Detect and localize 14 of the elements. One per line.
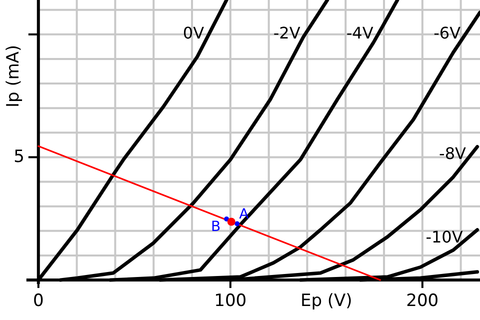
series-label: -2V bbox=[273, 23, 300, 42]
annotation: B bbox=[210, 218, 221, 235]
x-tick-label: 0 bbox=[32, 291, 44, 311]
annotation: A bbox=[239, 206, 250, 223]
y-axis-title: Ip (mA) bbox=[3, 44, 24, 108]
x-axis-title: Ep (V) bbox=[300, 291, 352, 311]
series-label: -4V bbox=[346, 23, 374, 42]
series-label: -10V bbox=[426, 227, 463, 246]
x-tick-label: 100 bbox=[214, 291, 247, 311]
series-label: -6V bbox=[434, 23, 461, 42]
x-tick-label: 200 bbox=[406, 291, 439, 311]
series-label: -8V bbox=[439, 144, 466, 164]
annotation: 5 bbox=[14, 146, 24, 167]
series-label: 0V bbox=[182, 23, 204, 42]
